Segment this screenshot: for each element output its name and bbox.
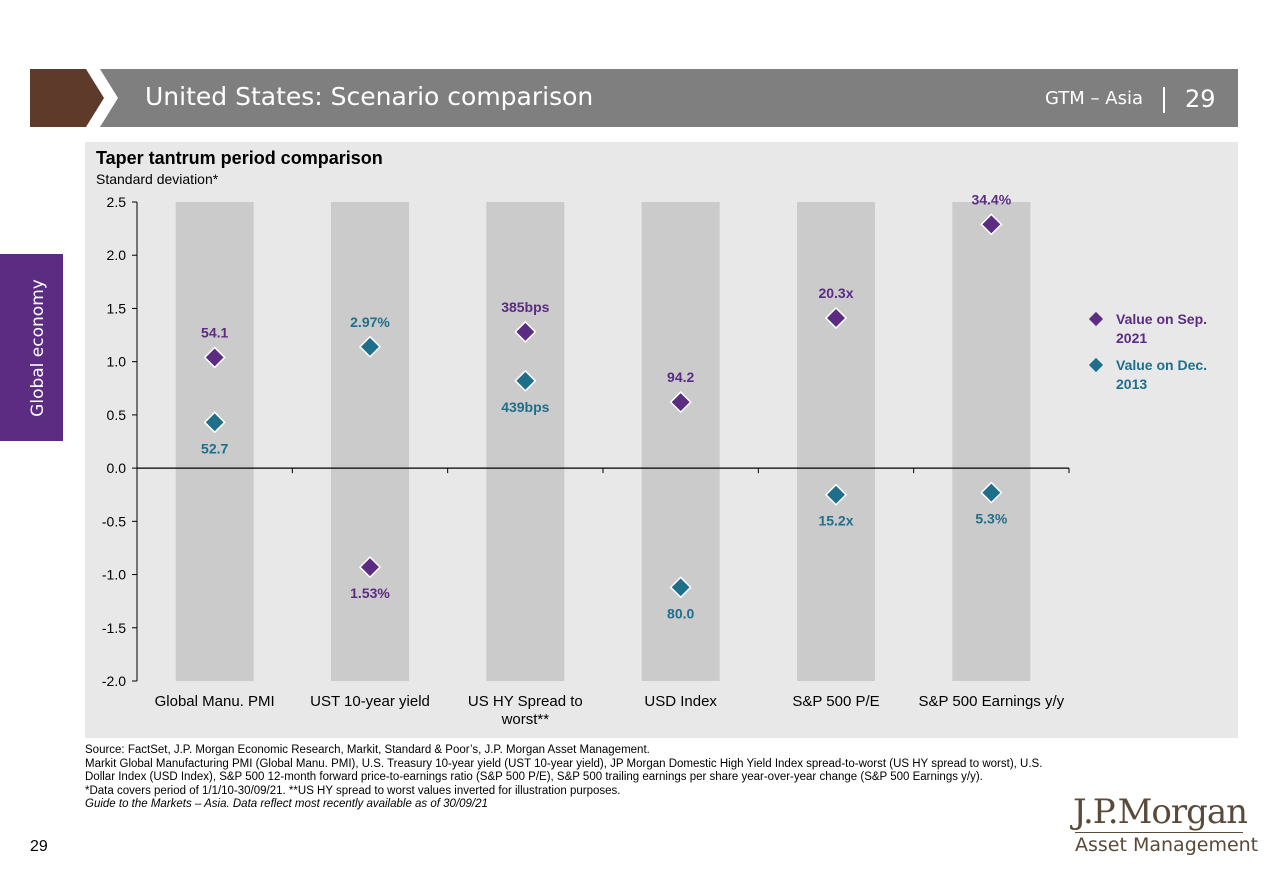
data-label: 54.1 [201,324,228,340]
x-category-label: Global Manu. PMI [155,693,275,710]
y-tick-label: -0.5 [102,513,126,529]
y-tick-label: 1.5 [107,300,127,316]
y-tick-label: -2.0 [102,673,126,689]
data-point-diamond [980,213,1003,236]
data-label: 385bps [501,299,549,315]
y-tick-label: -1.5 [102,620,126,636]
category-band [486,202,565,681]
data-point-diamond [669,576,692,599]
x-category-label-line: UST 10-year yield [310,693,430,710]
category-band [641,202,720,681]
footer-page-number: 29 [30,838,48,855]
x-category-label-line: Global Manu. PMI [155,693,275,710]
legend-diamond-icon [1088,311,1104,327]
section-tab[interactable] [0,254,63,441]
x-category-label: USD Index [644,693,717,710]
data-point-diamond [514,369,537,392]
data-point-diamond [358,335,382,358]
header-bar [100,69,1238,127]
x-category-label-line: S&P 500 P/E [792,693,879,710]
category-band [952,202,1031,681]
jpmorgan-logo: J.P.Morgan [1073,792,1248,832]
x-category-label: US HY Spread to worst** [468,693,583,728]
x-category-label: S&P 500 Earnings y/y [919,693,1065,710]
data-point-diamond [669,391,692,414]
x-category-label-line: USD Index [644,693,717,710]
x-category-label: UST 10-year yield [310,693,430,710]
data-point-diamond [358,556,382,579]
x-category-label-line: S&P 500 Earnings y/y [919,693,1065,710]
data-label: 439bps [501,399,549,415]
data-label: 20.3x [818,285,853,301]
data-label: 34.4% [971,191,1011,207]
x-category-label: S&P 500 P/E [792,693,879,710]
footnote-guide: Guide to the Markets – Asia. Data reflec… [85,798,488,810]
data-point-diamond [203,346,226,369]
y-tick-label: 1.0 [107,354,127,370]
legend-diamond-icon [1088,357,1104,373]
legend-label-line2: 2021 [1116,330,1148,346]
header-page-number: 29 [1185,85,1216,113]
y-tick-label: -1.0 [102,567,126,583]
x-category-label-line: worst** [501,711,550,728]
data-point-diamond [824,483,848,506]
guide-series-label: GTM – Asia [1045,88,1143,109]
category-band [175,202,254,681]
data-point-diamond [980,481,1003,504]
category-band [797,202,875,681]
logo-divider [1075,832,1243,833]
legend-label-line1: Value on Dec. [1116,357,1208,373]
footnotes: Source: FactSet, J.P. Morgan Economic Re… [85,744,1065,812]
data-label: 52.7 [201,440,228,456]
footnote-definitions: Markit Global Manufacturing PMI (Global … [85,757,1043,784]
data-label: 94.2 [667,369,694,385]
legend-label-line2: 2013 [1116,376,1148,392]
y-tick-label: 2.0 [107,247,127,263]
data-label: 5.3% [975,511,1007,527]
data-label: 80.0 [667,605,694,621]
y-tick-label: 2.5 [107,194,127,210]
legend-item-dec-2013: Value on Dec. 2013 [1088,356,1238,394]
legend-item-sep-2021: Value on Sep. 2021 [1088,310,1238,348]
y-tick-label: 0.0 [107,460,127,476]
asset-management-logo-text: Asset Management [1075,834,1259,856]
chart-title: Taper tantrum period comparison [96,148,383,168]
data-label: 2.97% [350,314,390,330]
data-point-diamond [203,411,226,434]
data-label: 15.2x [818,513,853,529]
legend-label-line1: Value on Sep. [1116,311,1208,327]
footnote-data-period: *Data covers period of 1/1/10-30/09/21. … [85,784,621,797]
data-label: 1.53% [350,585,390,601]
category-band [331,202,409,681]
header-arrow-shape [30,69,104,127]
chart-subtitle: Standard deviation* [96,171,219,187]
x-category-label-line: US HY Spread to [468,693,583,710]
footnote-source: Source: FactSet, J.P. Morgan Economic Re… [85,744,650,756]
data-point-diamond [824,306,848,330]
header-separator [1163,87,1165,113]
chart-legend: Value on Sep. 2021 Value on Dec. 2013 [1088,310,1238,402]
y-tick-label: 0.5 [107,407,127,423]
data-point-diamond [514,320,537,343]
page-title: United States: Scenario comparison [145,82,594,111]
